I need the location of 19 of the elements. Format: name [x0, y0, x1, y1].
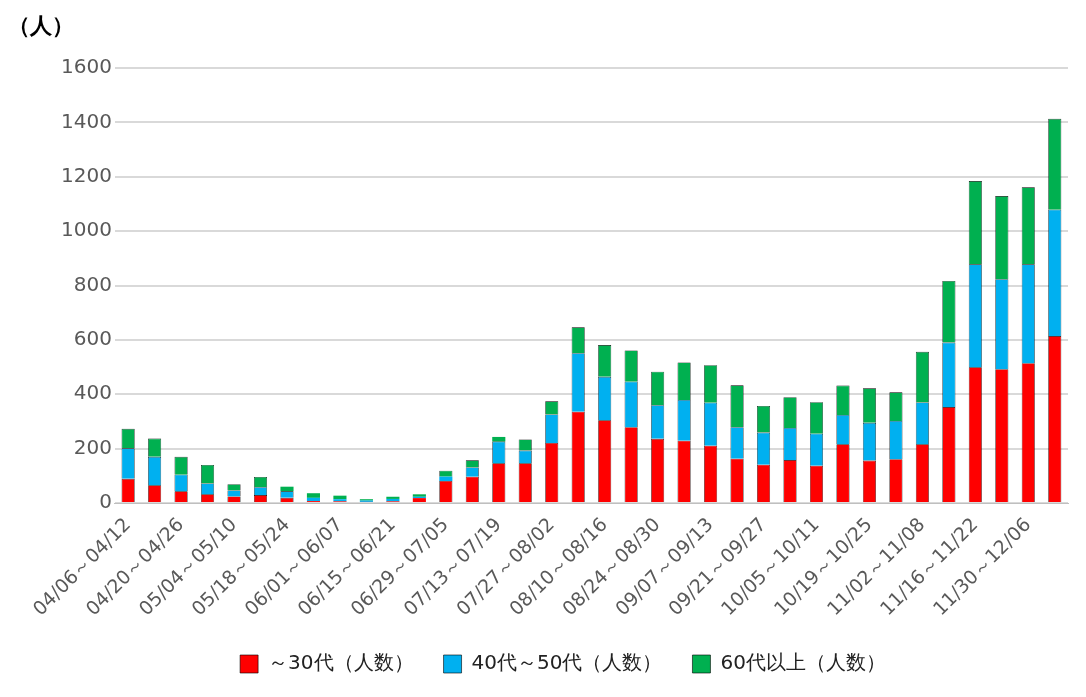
y-tick-label: 1400	[60, 108, 112, 133]
bar	[306, 493, 321, 498]
y-axis-title: （人）	[8, 12, 74, 38]
bar	[439, 476, 453, 481]
y-tick-label: 800	[73, 271, 112, 296]
bar	[412, 498, 426, 503]
bar	[492, 436, 506, 442]
y-tick-label: 0	[99, 489, 112, 514]
y-tick-label: 400	[73, 380, 112, 405]
legend-label: 60代以上（人数）	[720, 650, 886, 675]
legend-label: 40代～50代（人数）	[471, 650, 663, 675]
bar	[280, 486, 294, 492]
y-tick-label: 1000	[60, 217, 112, 242]
bar	[306, 497, 321, 502]
y-tick-label: 200	[73, 434, 112, 459]
y-tick-label: 600	[73, 326, 112, 351]
y-tick-label: 1200	[60, 162, 112, 187]
y-tick-label: 1600	[60, 54, 112, 79]
legend-label: ～30代（人数）	[268, 650, 414, 675]
